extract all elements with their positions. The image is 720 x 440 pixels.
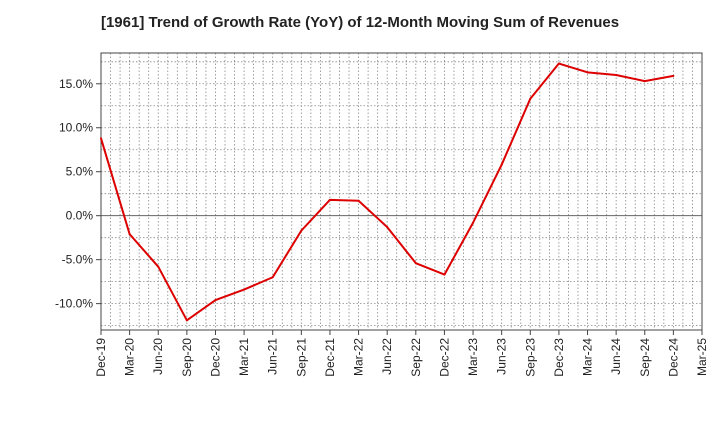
- data-point-17: [586, 71, 589, 74]
- data-point-7: [300, 229, 303, 232]
- data-point-2: [157, 265, 160, 268]
- x-tick-label-18: Jun-24: [609, 338, 623, 375]
- x-tick-label-4: Dec-20: [208, 338, 222, 377]
- x-tick-label-21: Mar-25: [695, 338, 709, 376]
- data-point-6: [271, 276, 274, 279]
- y-tick-label-1: 10.0%: [59, 121, 93, 135]
- y-tick-label-2: 5.0%: [66, 165, 94, 179]
- data-point-14: [500, 163, 503, 166]
- x-tick-label-10: Jun-22: [380, 338, 394, 375]
- data-point-4: [214, 299, 217, 302]
- x-tick-label-11: Sep-22: [409, 338, 423, 377]
- data-point-3: [185, 319, 188, 322]
- x-tick-label-3: Sep-20: [180, 338, 194, 377]
- y-tick-label-4: -5.0%: [62, 253, 94, 267]
- x-tick-label-12: Dec-22: [437, 338, 451, 377]
- data-point-12: [443, 273, 446, 276]
- chart-title: [1961] Trend of Growth Rate (YoY) of 12-…: [100, 14, 620, 31]
- x-tick-label-14: Jun-23: [495, 338, 509, 375]
- x-tick-label-17: Mar-24: [581, 338, 595, 376]
- x-tick-label-0: Dec-19: [94, 338, 108, 377]
- data-point-0: [100, 137, 102, 140]
- x-tick-label-7: Sep-21: [294, 338, 308, 377]
- data-point-15: [529, 97, 532, 100]
- data-point-5: [243, 288, 246, 291]
- data-point-11: [414, 262, 417, 265]
- x-tick-label-6: Jun-21: [266, 338, 280, 375]
- plot-area: [101, 53, 702, 330]
- plot-border: [100, 52, 703, 331]
- x-tick-label-20: Dec-24: [666, 338, 680, 377]
- x-tick-label-15: Sep-23: [523, 338, 537, 377]
- data-point-18: [615, 73, 618, 76]
- x-tick-label-8: Dec-21: [323, 338, 337, 377]
- data-point-1: [128, 233, 131, 236]
- data-point-13: [472, 221, 475, 224]
- x-tick-label-9: Mar-22: [352, 338, 366, 376]
- data-point-10: [386, 226, 389, 229]
- x-tick-label-19: Sep-24: [638, 338, 652, 377]
- x-tick-label-16: Dec-23: [552, 338, 566, 377]
- x-tick-label-5: Mar-21: [237, 338, 251, 376]
- data-point-20: [672, 74, 675, 77]
- data-point-16: [557, 62, 560, 65]
- data-point-9: [357, 199, 360, 202]
- y-tick-label-0: 15.0%: [59, 77, 93, 91]
- x-tick-label-13: Mar-23: [466, 338, 480, 376]
- data-point-19: [643, 80, 646, 83]
- x-tick-label-2: Jun-20: [151, 338, 165, 375]
- x-tick-label-1: Mar-20: [123, 338, 137, 376]
- y-tick-label-3: 0.0%: [66, 209, 94, 223]
- data-point-8: [328, 198, 331, 201]
- y-tick-label-5: -10.0%: [55, 297, 93, 311]
